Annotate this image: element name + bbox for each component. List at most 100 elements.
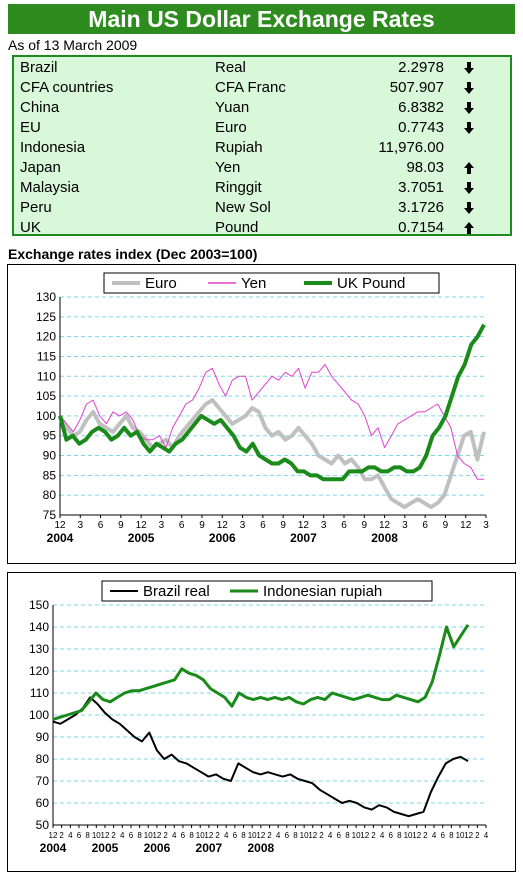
rate-row: Indonesia Rupiah 11,976.00 [14,138,510,158]
x-tick-label: 12 [256,831,265,840]
x-tick-label: 12 [54,520,66,531]
legend-label: Euro [145,275,177,292]
x-tick-label: 4 [276,831,281,840]
x-tick-label: 10 [352,831,361,840]
x-tick-label: 6 [77,831,82,840]
x-tick-label: 12 [460,520,472,531]
x-tick-label: 3 [240,520,246,531]
x-tick-label: 10 [404,831,413,840]
y-tick-label: 90 [36,730,50,744]
y-tick-label: 80 [36,752,50,766]
rate-currency: Yuan [215,99,250,116]
rate-row: CFA countries CFA Franc 507.907 [14,78,510,98]
rate-value: 3.7051 [398,179,444,196]
x-tick-label: 6 [129,831,134,840]
x-tick-label: 2 [371,831,376,840]
legend-label: Indonesian rupiah [263,583,382,600]
y-tick-label: 60 [36,796,50,810]
x-tick-label: 12 [49,831,58,840]
x-tick-label: 10 [300,831,309,840]
x-tick-label: 9 [362,520,368,531]
y-tick-label: 75 [43,508,57,522]
rate-row: Japan Yen 98.03 [14,158,510,178]
rate-value: 2.2978 [398,59,444,76]
x-tick-label: 4 [172,831,177,840]
series-line-brazil-real [52,696,469,818]
x-tick-label: 9 [280,520,286,531]
rate-currency: Ringgit [215,179,262,196]
x-tick-label: 3 [321,520,327,531]
x-tick-label: 2 [475,831,480,840]
arrow-up-icon [464,162,474,174]
rate-country: Malaysia [20,179,80,196]
year-label: 2005 [128,531,155,545]
page-title: Main US Dollar Exchange Rates [8,4,515,34]
x-tick-label: 6 [341,520,347,531]
year-label: 2006 [144,841,171,855]
x-tick-label: 12 [204,831,213,840]
year-label: 2007 [290,531,317,545]
arrow-down-icon [464,102,474,114]
brazil-indonesia-line-chart: 50 60 70 80 90 100 110 120 130 140 150 12 2 4 6 8 10 12 2 4… [7,572,516,872]
rate-row: UK Pound 0.7154 [14,218,510,238]
arrow-down-icon [464,122,474,134]
legend-label: Brazil real [143,583,210,600]
x-tick-label: 12 [379,520,391,531]
x-tick-label: 4 [328,831,333,840]
y-tick-label: 105 [36,389,56,403]
x-tick-label: 4 [224,831,229,840]
series-line-indonesian-rupiah [52,623,470,721]
rate-currency: Euro [215,119,247,136]
x-tick-label: 8 [345,831,350,840]
y-tick-label: 120 [29,664,49,678]
rate-country: Brazil [20,59,58,76]
y-tick-label: 115 [37,349,56,363]
x-tick-label: 12 [152,831,161,840]
x-tick-label: 4 [432,831,437,840]
x-tick-label: 6 [233,831,238,840]
year-label: 2006 [209,531,236,545]
x-tick-label: 12 [298,520,310,531]
rate-currency: Pound [215,219,259,236]
rate-country: UK [20,219,41,236]
y-tick-label: 85 [43,468,57,482]
rate-country: China [20,99,60,116]
x-tick-label: 2 [319,831,324,840]
y-tick-label: 100 [29,708,49,722]
y-tick-label: 50 [36,818,50,832]
year-label: 2004 [47,531,74,545]
x-tick-label: 2 [215,831,220,840]
x-tick-label: 6 [285,831,290,840]
x-tick-label: 8 [85,831,90,840]
index-heading: Exchange rates index (Dec 2003=100) [8,246,258,262]
index-chart-svg: 75 80 85 90 95 100 105 110 115 120 125 130 12 3 6 9 12 3 6… [36,272,489,545]
x-tick-label: 8 [397,831,402,840]
y-tick-label: 70 [36,774,50,788]
arrow-down-icon [464,202,474,214]
x-tick-label: 4 [68,831,73,840]
x-tick-label: 12 [464,831,473,840]
year-label: 2004 [40,841,67,855]
rate-country: Japan [20,159,61,176]
y-tick-label: 125 [36,310,56,324]
arrow-up-icon [464,222,474,234]
rate-country: EU [20,119,41,136]
rate-value: 11,976.00 [378,139,444,156]
year-label: 2008 [371,531,398,545]
y-tick-label: 95 [43,429,57,443]
series-line-uk-pound [58,323,486,482]
x-tick-label: 9 [199,520,205,531]
y-tick-label: 80 [43,488,57,502]
x-tick-label: 12 [101,831,110,840]
arrow-down-icon [464,62,474,74]
x-tick-label: 4 [380,831,385,840]
x-tick-label: 3 [483,520,489,531]
legend-box [103,272,440,294]
rate-currency: Yen [215,159,241,176]
x-tick-label: 12 [360,831,369,840]
rate-row: Peru New Sol 3.1726 [14,198,510,218]
y-tick-label: 120 [36,330,56,344]
x-tick-label: 6 [98,520,104,531]
x-tick-label: 8 [293,831,298,840]
rate-value: 98.03 [406,159,444,176]
